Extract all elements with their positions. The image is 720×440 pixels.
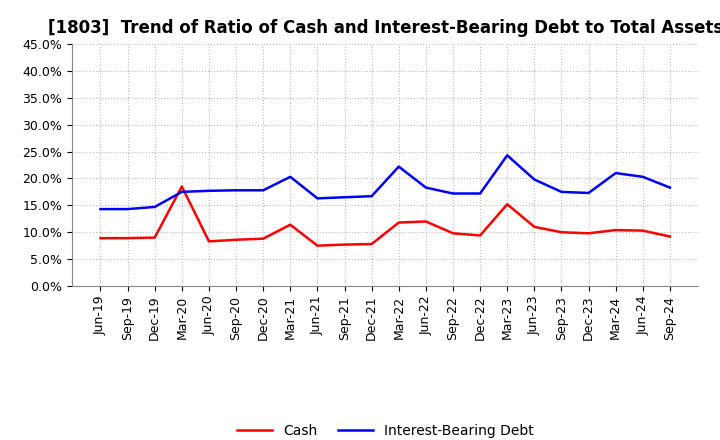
Cash xyxy=(96,235,105,241)
Cash xyxy=(476,233,485,238)
Cash xyxy=(313,243,322,248)
Cash xyxy=(421,219,430,224)
Cash xyxy=(665,234,674,239)
Interest-Bearing Debt xyxy=(313,196,322,201)
Interest-Bearing Debt xyxy=(665,185,674,190)
Cash xyxy=(503,202,511,207)
Interest-Bearing Debt xyxy=(341,194,349,200)
Cash xyxy=(150,235,159,240)
Interest-Bearing Debt xyxy=(286,174,294,180)
Cash xyxy=(395,220,403,225)
Interest-Bearing Debt xyxy=(503,153,511,158)
Cash xyxy=(639,228,647,233)
Interest-Bearing Debt xyxy=(421,185,430,190)
Cash xyxy=(584,231,593,236)
Interest-Bearing Debt xyxy=(259,187,268,193)
Cash xyxy=(557,230,566,235)
Cash xyxy=(259,236,268,241)
Line: Cash: Cash xyxy=(101,187,670,246)
Cash xyxy=(530,224,539,230)
Cash xyxy=(367,242,376,247)
Interest-Bearing Debt xyxy=(395,164,403,169)
Cash xyxy=(449,231,457,236)
Cash xyxy=(123,235,132,241)
Legend: Cash, Interest-Bearing Debt: Cash, Interest-Bearing Debt xyxy=(231,419,539,440)
Interest-Bearing Debt xyxy=(639,174,647,180)
Interest-Bearing Debt xyxy=(449,191,457,196)
Cash xyxy=(286,222,294,227)
Interest-Bearing Debt xyxy=(204,188,213,194)
Interest-Bearing Debt xyxy=(232,187,240,193)
Interest-Bearing Debt xyxy=(178,189,186,194)
Interest-Bearing Debt xyxy=(367,194,376,199)
Cash xyxy=(178,184,186,189)
Interest-Bearing Debt xyxy=(530,177,539,182)
Interest-Bearing Debt xyxy=(611,170,620,176)
Cash xyxy=(232,237,240,242)
Interest-Bearing Debt xyxy=(150,204,159,209)
Cash xyxy=(341,242,349,247)
Interest-Bearing Debt xyxy=(557,189,566,194)
Cash xyxy=(611,227,620,233)
Interest-Bearing Debt xyxy=(123,206,132,212)
Interest-Bearing Debt xyxy=(96,206,105,212)
Cash xyxy=(204,239,213,244)
Title: [1803]  Trend of Ratio of Cash and Interest-Bearing Debt to Total Assets: [1803] Trend of Ratio of Cash and Intere… xyxy=(48,19,720,37)
Interest-Bearing Debt xyxy=(584,191,593,196)
Line: Interest-Bearing Debt: Interest-Bearing Debt xyxy=(101,155,670,209)
Interest-Bearing Debt xyxy=(476,191,485,196)
